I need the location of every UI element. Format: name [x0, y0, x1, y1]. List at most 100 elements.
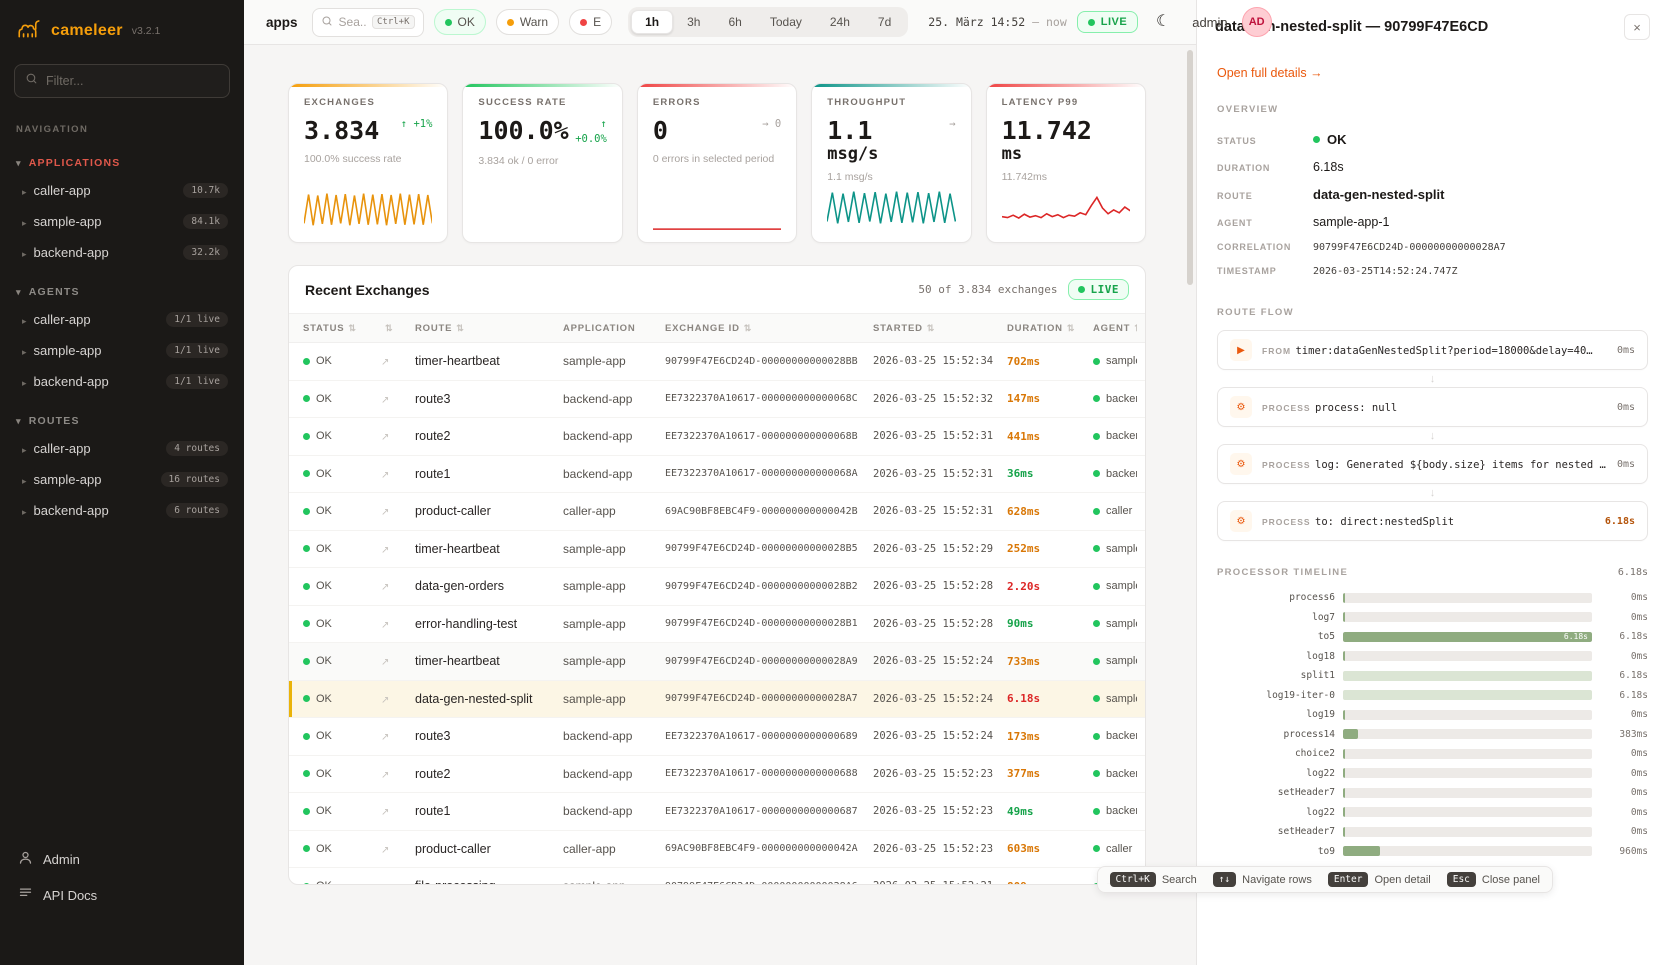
column-header[interactable]: DURATION	[1001, 323, 1087, 334]
sidebar-item[interactable]: backend-app 1/1 live	[0, 366, 244, 397]
route-cell: timer-heartbeat	[415, 654, 500, 669]
status-filter-chip[interactable]: OK	[433, 9, 486, 35]
global-search[interactable]: Sea... Ctrl+K	[311, 7, 424, 37]
sparkline	[304, 184, 432, 232]
kpi-accent-bar	[289, 84, 448, 87]
sidebar-item[interactable]: sample-app 84.1k	[0, 206, 244, 237]
flow-node[interactable]: ⚙ PROCESS to: direct:nestedSplit 6.18s	[1217, 501, 1648, 541]
table-row[interactable]: OK route2 backend-app EE7322370A10617-00…	[289, 756, 1145, 793]
hint-label: Close panel	[1481, 873, 1540, 886]
theme-toggle-moon-icon[interactable]	[1148, 7, 1178, 37]
sidebar-section-header[interactable]: AGENTS	[0, 280, 244, 304]
route-cell: route1	[415, 804, 451, 819]
time-range-button[interactable]: 6h	[714, 10, 755, 34]
sidebar-item[interactable]: caller-app 4 routes	[0, 433, 244, 464]
overview-label: ROUTE	[1217, 190, 1253, 201]
table-row[interactable]: OK route3 backend-app EE7322370A10617-00…	[289, 718, 1145, 756]
sidebar-section-title: APPLICATIONS	[28, 157, 121, 169]
time-range-button[interactable]: 3h	[673, 10, 714, 34]
status-filter-chip[interactable]: Warn	[495, 9, 560, 35]
flow-node[interactable]: ⚙ PROCESS process: null 0ms	[1217, 387, 1648, 427]
table-row[interactable]: OK file-processing sample-app 90799F47E6…	[289, 868, 1145, 884]
started-cell: 2026-03-25 15:52:24	[873, 655, 994, 668]
agent-cell: backen	[1087, 805, 1137, 817]
table-row[interactable]: OK error-handling-test sample-app 90799F…	[289, 606, 1145, 643]
timeline-duration: 0ms	[1630, 787, 1648, 799]
time-range-button[interactable]: 24h	[816, 10, 864, 34]
table-row[interactable]: OK route3 backend-app EE7322370A10617-00…	[289, 381, 1145, 418]
ok-dot-icon	[303, 657, 310, 665]
open-full-details-link[interactable]: Open full details →	[1217, 66, 1323, 80]
table-row[interactable]: OK route1 backend-app EE7322370A10617-00…	[289, 456, 1145, 493]
overview-row: AGENT sample-app-1	[1217, 208, 1648, 235]
sidebar-item-badge: 16 routes	[160, 472, 228, 487]
processor-timeline-header: PROCESSOR TIMELINE 6.18s	[1217, 567, 1648, 578]
table-row[interactable]: OK product-caller caller-app 69AC90BF8EB…	[289, 831, 1145, 868]
sidebar-item[interactable]: sample-app 16 routes	[0, 464, 244, 495]
status-cell: OK	[297, 430, 375, 442]
sidebar-filter-input[interactable]	[46, 74, 219, 88]
sidebar-item-api-docs[interactable]: API Docs	[0, 877, 244, 913]
status-filter-chip[interactable]: E	[569, 9, 613, 35]
processor-icon: ⚙	[1230, 453, 1252, 475]
docs-icon	[18, 886, 33, 904]
started-cell: 2026-03-25 15:52:21	[867, 880, 1001, 884]
open-cell	[375, 502, 409, 520]
kpi-unit: msg/s	[827, 143, 879, 164]
timeline-bar	[1343, 709, 1346, 720]
exchange-id-cell: 90799F47E6CD24D-00000000000028A7	[665, 693, 858, 705]
close-icon[interactable]	[1624, 14, 1650, 40]
column-header[interactable]: EXCHANGE ID	[659, 323, 867, 334]
timeline-row: log7 0ms	[1217, 608, 1648, 628]
sidebar-item[interactable]: backend-app 6 routes	[0, 495, 244, 526]
table-row[interactable]: OK route2 backend-app EE7322370A10617-00…	[289, 418, 1145, 456]
sidebar-filter[interactable]	[14, 64, 230, 98]
column-header[interactable]: ROUTE	[409, 323, 557, 334]
column-header[interactable]: STATUS	[297, 323, 375, 334]
table-row[interactable]: OK timer-heartbeat sample-app 90799F47E6…	[289, 343, 1145, 381]
table-column-headers: STATUS ROUTE	[289, 313, 1145, 343]
column-header[interactable]: AGENT	[1087, 323, 1137, 334]
overview-row: STATUS OK	[1217, 125, 1648, 153]
column-header[interactable]	[375, 323, 409, 334]
sidebar-section-header[interactable]: ROUTES	[0, 409, 244, 433]
sidebar-item[interactable]: sample-app 1/1 live	[0, 335, 244, 366]
table-row[interactable]: OK data-gen-nested-split sample-app 9079…	[289, 680, 1145, 718]
sidebar-section-header[interactable]: APPLICATIONS	[0, 151, 244, 175]
kpi-card: EXCHANGES 3.834 ↑ +1% 100.0% success rat…	[288, 83, 449, 243]
vertical-scrollbar[interactable]	[1187, 50, 1193, 285]
column-header[interactable]: APPLICATION	[563, 322, 636, 334]
sidebar-item[interactable]: caller-app 10.7k	[0, 175, 244, 206]
dashboard-content: EXCHANGES 3.834 ↑ +1% 100.0% success rat…	[244, 45, 1196, 965]
live-toggle[interactable]: LIVE	[1076, 11, 1139, 33]
ok-dot-icon	[303, 882, 310, 884]
table-row[interactable]: OK route1 backend-app EE7322370A10617-00…	[289, 793, 1145, 831]
time-range-button[interactable]: 1h	[631, 10, 674, 34]
overview-section-label: OVERVIEW	[1217, 104, 1279, 115]
table-row[interactable]: OK product-caller caller-app 69AC90BF8EB…	[289, 493, 1145, 531]
sidebar-item[interactable]: caller-app 1/1 live	[0, 304, 244, 335]
overview-row: TIMESTAMP 2026-03-25T14:52:24.747Z	[1217, 259, 1648, 283]
ok-dot-icon	[303, 770, 310, 778]
sidebar-item[interactable]: backend-app 32.2k	[0, 237, 244, 268]
avatar[interactable]: AD	[1241, 7, 1272, 37]
timeline-row: to5 6.18s 6.18s	[1217, 627, 1648, 647]
started-cell: 2026-03-25 15:52:31	[873, 505, 994, 518]
flow-node[interactable]: ▶ FROM timer:dataGenNestedSplit?period=1…	[1217, 330, 1648, 370]
column-header[interactable]: STARTED	[867, 323, 1001, 334]
sidebar-section-title: AGENTS	[28, 286, 80, 298]
timeline-bar	[1343, 690, 1592, 701]
ok-dot-icon	[303, 620, 310, 628]
table-row[interactable]: OK timer-heartbeat sample-app 90799F47E6…	[289, 531, 1145, 568]
agent-dot-icon	[1093, 545, 1100, 553]
table-row[interactable]: OK timer-heartbeat sample-app 90799F47E6…	[289, 643, 1145, 681]
exchange-id-cell: 90799F47E6CD24D-00000000000028B5	[665, 543, 858, 555]
table-row[interactable]: OK data-gen-orders sample-app 90799F47E6…	[289, 568, 1145, 606]
sidebar-item-admin[interactable]: Admin	[0, 841, 244, 877]
time-range-display[interactable]: 25. März 14:52 — now	[928, 15, 1067, 29]
timeline-row: process6 0ms	[1217, 588, 1648, 608]
time-range-button[interactable]: Today	[756, 10, 816, 34]
time-range-button[interactable]: 7d	[864, 10, 905, 34]
flow-node[interactable]: ⚙ PROCESS log: Generated ${body.size} it…	[1217, 444, 1648, 484]
kpi-subtitle: 3.834 ok / 0 error	[478, 155, 559, 168]
